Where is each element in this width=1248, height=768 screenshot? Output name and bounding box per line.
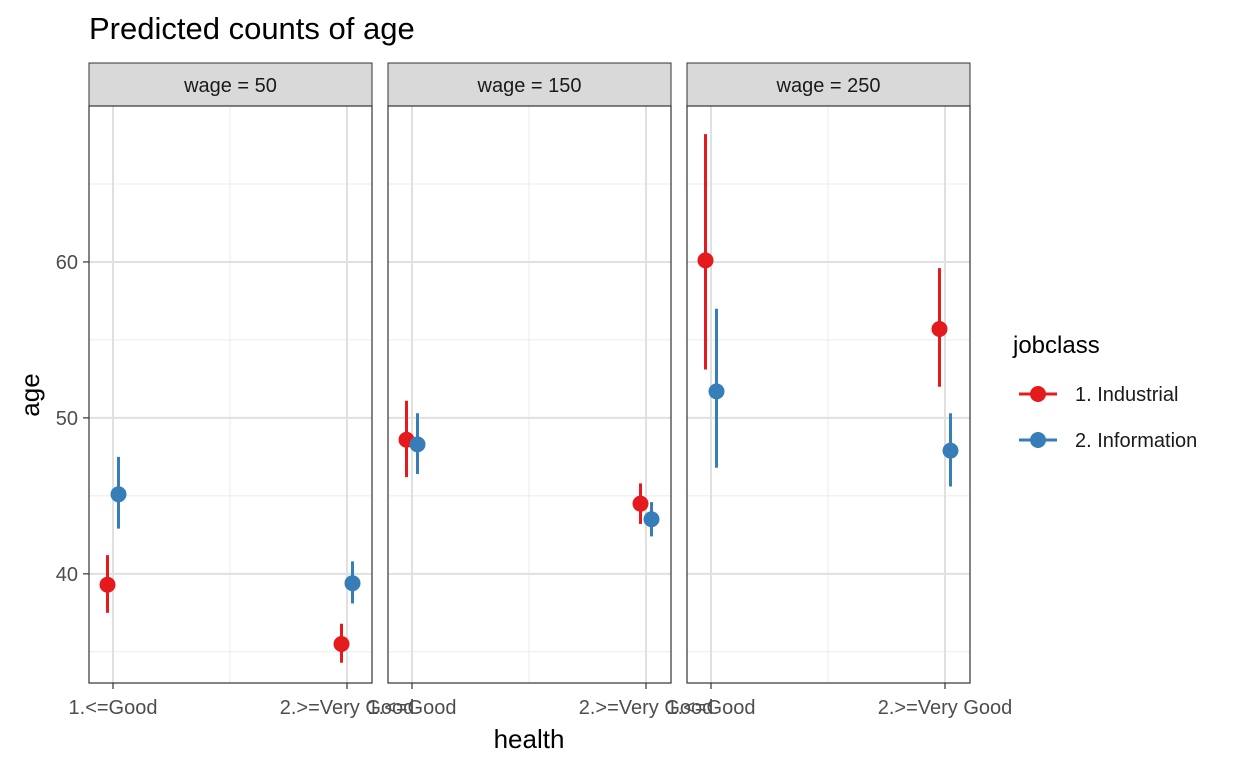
y-tick-label: 60 <box>56 252 78 274</box>
data-point <box>942 442 959 459</box>
data-point <box>99 576 116 593</box>
facet-panel: wage = 50 1.<=Good 2.>=Very Good 40 50 60 <box>56 62 415 719</box>
legend-title: jobclass <box>1012 332 1100 359</box>
facet-panel: wage = 250 1.<=Good 2.>=Very Good <box>667 62 1013 719</box>
y-axis-label: age <box>15 373 45 416</box>
data-point <box>110 486 127 503</box>
data-point <box>643 511 660 528</box>
data-point <box>409 436 426 453</box>
data-point <box>333 636 350 653</box>
panel-border <box>686 105 971 684</box>
x-tick-label: 2.>=Very Good <box>579 697 714 719</box>
facet-panels: wage = 501.<=Good 2.>=Very Good405060wage… <box>56 62 1013 719</box>
data-point <box>344 575 361 592</box>
y-tick-label: 40 <box>56 564 78 586</box>
legend-key-point <box>1030 386 1046 402</box>
data-point <box>632 495 649 512</box>
x-tick-label: 2.>=Very Good <box>280 697 415 719</box>
x-tick-label: 1.<=Good <box>69 697 158 719</box>
x-tick-label: 2.>=Very Good <box>878 697 1013 719</box>
legend-label: 2. Information <box>1075 430 1197 452</box>
legend: jobclass 1. Industrial 2. Information <box>1012 332 1197 452</box>
x-axis-label: health <box>494 724 565 754</box>
data-point <box>697 252 714 269</box>
facet-strip <box>686 62 971 107</box>
facet-strip-label: wage = 50 <box>183 75 277 97</box>
legend-item: 1. Industrial <box>1019 384 1178 406</box>
chart-title: Predicted counts of age <box>89 11 415 46</box>
facet-strip-label: wage = 250 <box>776 75 881 97</box>
legend-key-point <box>1030 432 1046 448</box>
legend-item: 2. Information <box>1019 430 1197 452</box>
facet-strip <box>88 62 373 107</box>
data-point <box>708 383 725 400</box>
x-tick-label: 1.<=Good <box>667 697 756 719</box>
x-tick-label: 1.<=Good <box>368 697 457 719</box>
facet-strip-label: wage = 150 <box>477 75 582 97</box>
facet-panel: wage = 150 1.<=Good 2.>=Very Good <box>368 62 714 719</box>
panel-border <box>387 105 672 684</box>
data-point <box>931 321 948 338</box>
legend-label: 1. Industrial <box>1075 384 1178 406</box>
panel-border <box>88 105 373 684</box>
y-tick-label: 50 <box>56 408 78 430</box>
